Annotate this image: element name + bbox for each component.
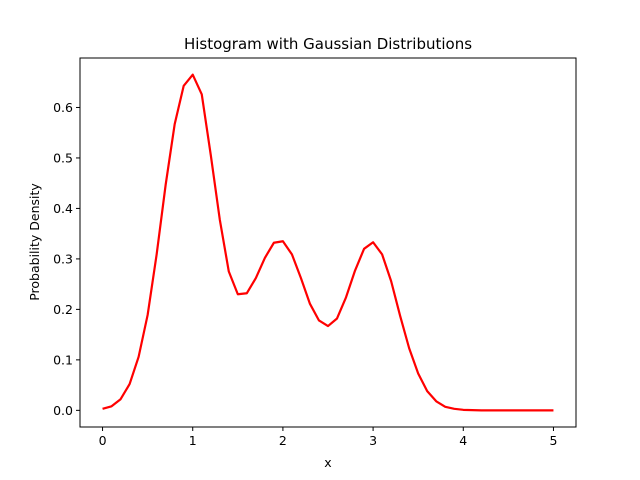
plot-area: [102, 73, 554, 412]
chart-title: Histogram with Gaussian Distributions: [184, 35, 472, 53]
x-tick-label: 2: [279, 433, 287, 448]
y-tick-label: 0.1: [53, 352, 73, 367]
y-tick-label: 0.2: [53, 302, 73, 317]
axes-frame: [79, 57, 577, 428]
x-axis: 0 1 2 3 4 5: [99, 427, 557, 448]
x-tick-label: 4: [459, 433, 467, 448]
y-tick-label: 0.3: [53, 251, 73, 266]
y-tick-label: 0.5: [53, 150, 73, 165]
x-tick-label: 0: [99, 433, 107, 448]
y-axis-label: Probability Density: [27, 183, 42, 301]
x-tick-label: 1: [189, 433, 197, 448]
series-line-0: [102, 73, 554, 412]
y-axis: 0.0 0.1 0.2 0.3 0.4 0.5 0.6: [53, 100, 80, 418]
x-tick-label: 5: [549, 433, 557, 448]
y-tick-label: 0.6: [53, 100, 73, 115]
x-axis-label: x: [324, 455, 331, 470]
x-tick-label: 3: [369, 433, 377, 448]
y-tick-label: 0.0: [53, 403, 73, 418]
y-tick-label: 0.4: [53, 201, 73, 216]
